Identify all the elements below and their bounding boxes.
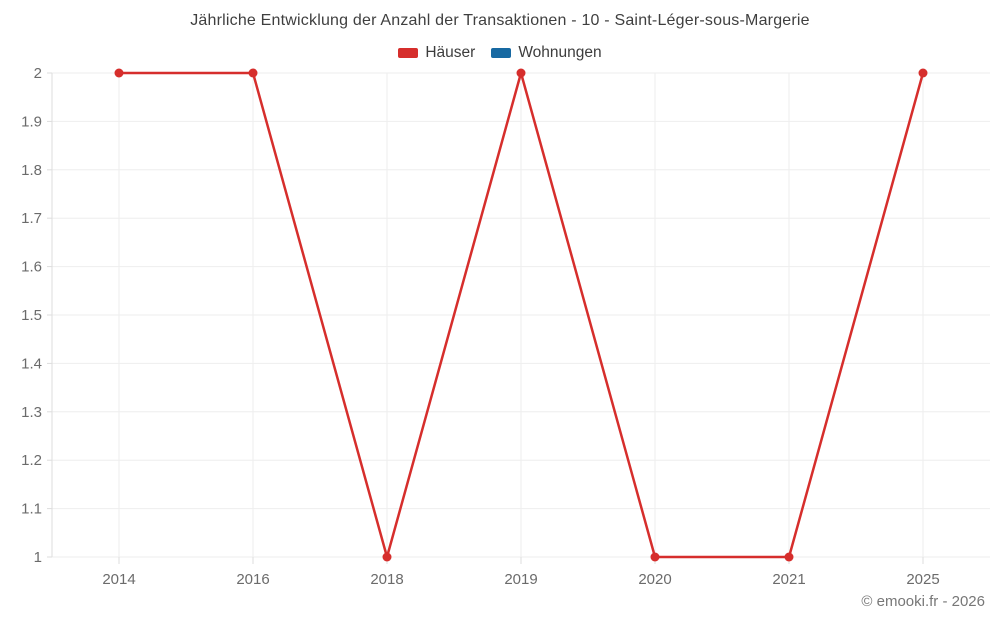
chart-legend: Häuser Wohnungen bbox=[0, 44, 1000, 62]
x-tick-label: 2019 bbox=[504, 571, 537, 588]
copyright-notice: © emooki.fr - 2026 bbox=[861, 593, 985, 610]
y-tick-label: 1.3 bbox=[21, 404, 42, 421]
x-tick-label: 2021 bbox=[772, 571, 805, 588]
chart-title: Jährliche Entwicklung der Anzahl der Tra… bbox=[190, 12, 810, 29]
x-tick-label: 2025 bbox=[906, 571, 939, 588]
legend-label-wohnungen: Wohnungen bbox=[518, 44, 602, 61]
data-point bbox=[918, 68, 928, 78]
y-tick-label: 1.9 bbox=[21, 113, 42, 130]
data-point bbox=[248, 68, 258, 78]
x-tick-label: 2014 bbox=[102, 571, 135, 588]
wohnungen-series-swatch-icon bbox=[491, 48, 512, 58]
y-tick-label: 1.5 bbox=[21, 307, 42, 324]
legend-label-haeuser: Häuser bbox=[425, 44, 476, 61]
x-tick-label: 2016 bbox=[236, 571, 269, 588]
data-point bbox=[516, 68, 526, 78]
y-tick-label: 1.4 bbox=[21, 355, 42, 372]
y-tick-label: 1.6 bbox=[21, 259, 42, 276]
y-tick-label: 1.7 bbox=[21, 210, 42, 227]
y-tick-label: 1 bbox=[34, 549, 42, 566]
data-point bbox=[114, 68, 124, 78]
y-tick-label: 1.8 bbox=[21, 162, 42, 179]
data-point bbox=[382, 552, 392, 562]
y-tick-label: 2 bbox=[34, 65, 42, 82]
data-point bbox=[650, 552, 660, 562]
haeuser-series-swatch-icon bbox=[398, 48, 419, 58]
x-tick-label: 2018 bbox=[370, 571, 403, 588]
x-tick-label: 2020 bbox=[638, 571, 671, 588]
data-point bbox=[784, 552, 794, 562]
y-tick-label: 1.1 bbox=[21, 501, 42, 518]
legend-item-wohnungen[interactable]: Wohnungen bbox=[491, 44, 602, 62]
legend-item-haeuser[interactable]: Häuser bbox=[398, 44, 475, 62]
y-tick-label: 1.2 bbox=[21, 452, 42, 469]
